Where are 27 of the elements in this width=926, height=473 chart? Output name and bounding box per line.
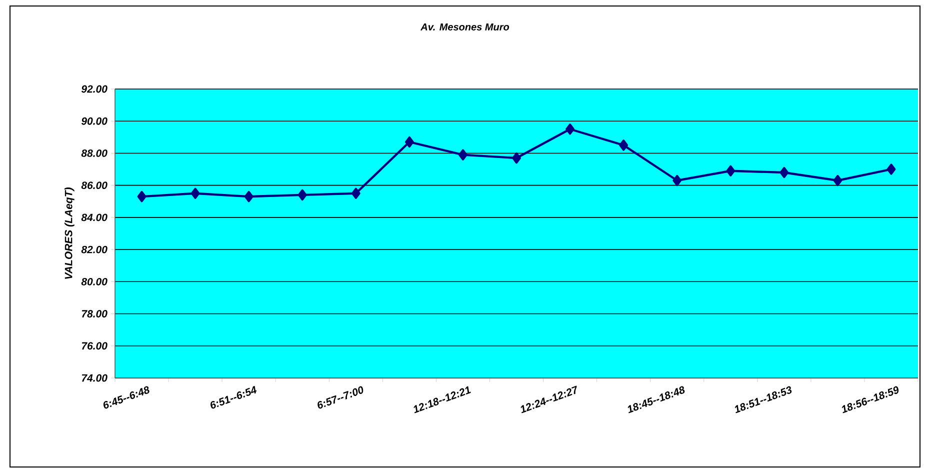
y-tick-label: 80.00	[81, 278, 108, 286]
y-tick-label: 88.00	[81, 150, 108, 157]
point	[886, 164, 896, 175]
y-axis-title: VALORES (LAeqT)	[64, 188, 74, 279]
y-tick-label: 78.00	[82, 310, 108, 318]
point	[137, 190, 146, 202]
chart-title: Av. Mesones Muro	[420, 23, 510, 30]
y-tick-label: 90.00	[81, 117, 108, 125]
point	[244, 190, 254, 202]
y-tick-label: 86.00	[81, 182, 108, 190]
y-tick-label: 92.00	[81, 85, 108, 93]
point	[351, 188, 360, 199]
point	[833, 174, 842, 186]
point	[512, 152, 521, 164]
y-tick-label: 82.00	[81, 246, 108, 254]
y-tick-label: 76.00	[82, 342, 108, 350]
point	[190, 188, 200, 199]
point	[566, 124, 575, 135]
point	[404, 136, 414, 148]
point	[672, 174, 682, 186]
point	[298, 189, 307, 201]
point	[619, 140, 628, 151]
y-tick-label: 74.00	[82, 374, 108, 382]
y-tick-label: 84.00	[81, 214, 108, 222]
point	[780, 166, 789, 178]
point	[726, 165, 736, 176]
point	[458, 149, 468, 160]
